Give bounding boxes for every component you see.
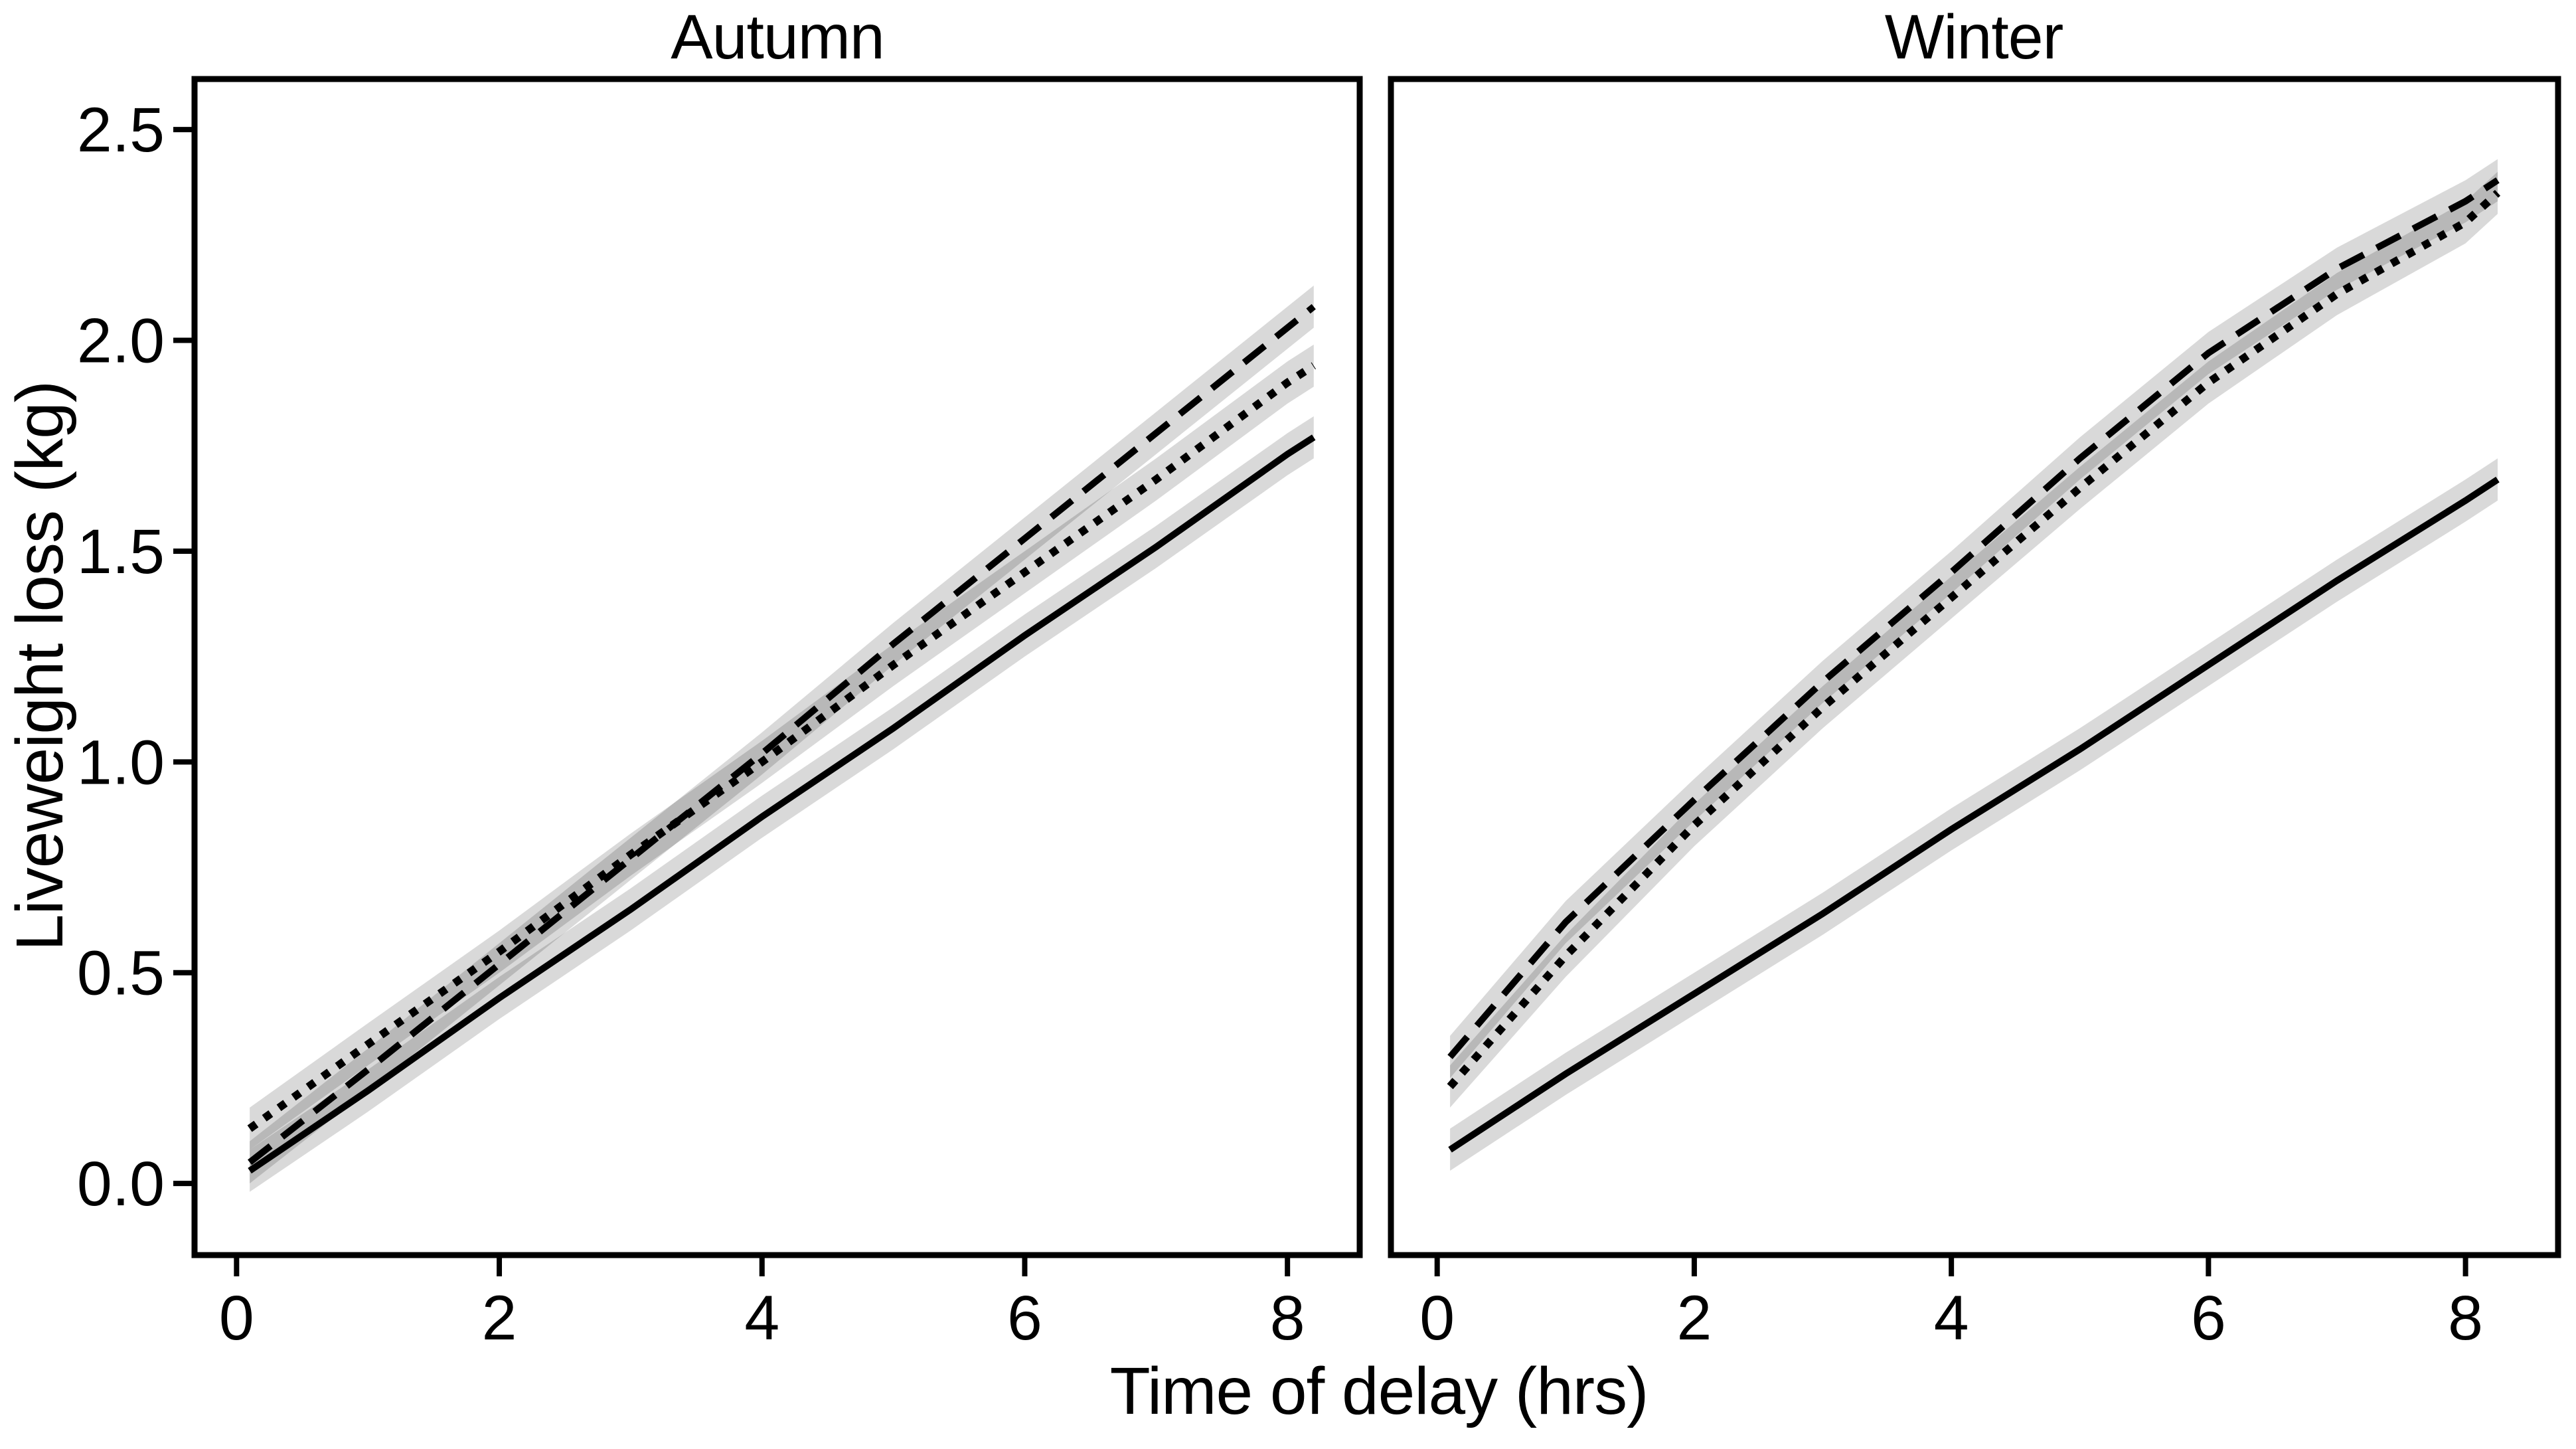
winter-x-tick-label: 2 [1677,1283,1712,1353]
y-tick-label: 2.0 [77,306,165,377]
winter-dashed-line-ribbon [1450,159,2498,1078]
y-tick-label: 0.5 [77,938,165,1009]
winter-solid-line [1448,476,2500,1153]
y-tick-label: 0.0 [77,1149,165,1219]
winter-dotted-line [1447,189,2501,1090]
autumn-x-tick-label: 2 [482,1283,517,1353]
y-tick-label: 2.5 [77,95,165,165]
autumn-x-tick-label: 4 [744,1283,779,1353]
autumn-dashed-line [248,303,1316,1165]
x-axis-title: Time of delay (hrs) [1109,1354,1649,1428]
autumn-panel-border [191,76,1363,1258]
autumn-dotted-line-ribbon [250,344,1314,1150]
autumn-x-tick-label: 6 [1007,1283,1042,1353]
winter-x-tick-label: 8 [2448,1283,2483,1353]
winter-x-tick-label: 6 [2191,1283,2226,1353]
y-tick-label: 1.0 [77,727,165,798]
facet-title-winter: Winter [1884,2,2063,72]
facet-title-autumn: Autumn [671,2,884,72]
winter-dashed-line [1447,177,2500,1059]
winter-x-tick-label: 0 [1419,1283,1455,1353]
autumn-solid-line [248,434,1316,1174]
winter-x-tick-label: 4 [1934,1283,1969,1353]
winter-panel-border [1388,76,2561,1258]
autumn-x-tick-label: 8 [1270,1283,1305,1353]
autumn-x-tick-label: 0 [219,1283,254,1353]
winter-dotted-line-ribbon [1450,171,2498,1108]
y-tick-label: 1.5 [77,517,165,587]
